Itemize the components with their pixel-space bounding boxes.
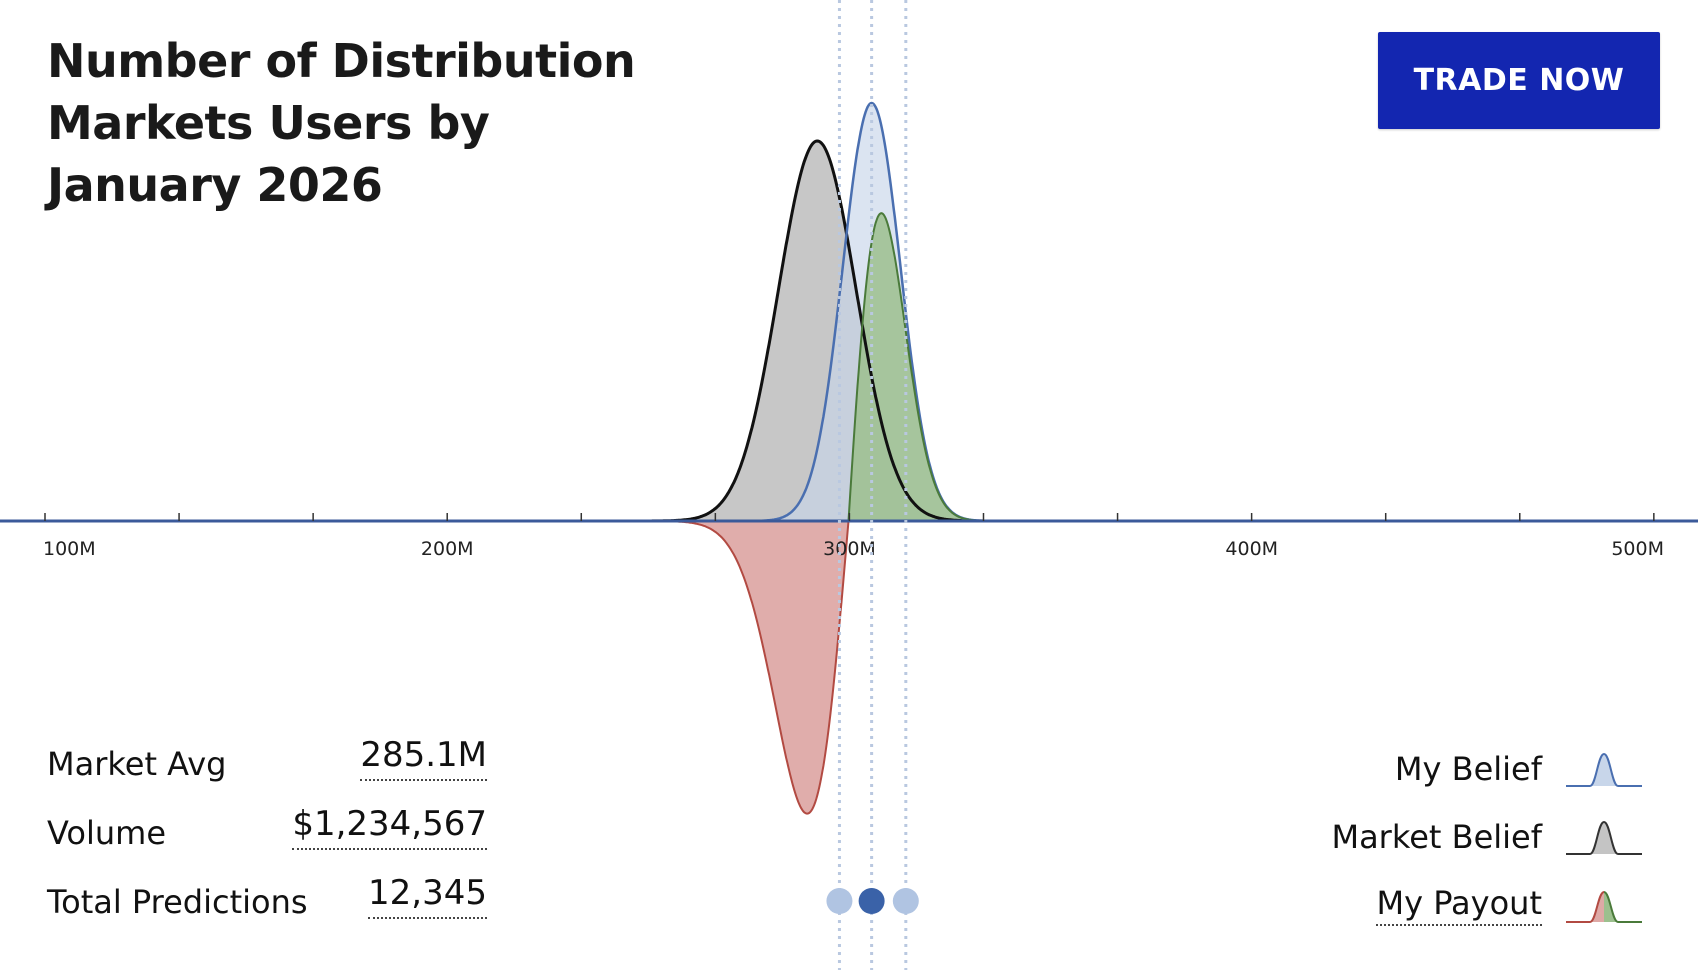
stat-row-total-predictions: Total Predictions 12,345 bbox=[47, 873, 487, 942]
trade-now-button[interactable]: TRADE NOW bbox=[1378, 32, 1660, 129]
legend-label: My Belief bbox=[1394, 750, 1542, 788]
active-handle-dot bbox=[858, 888, 885, 914]
stat-label: Total Predictions bbox=[47, 883, 308, 921]
chart-title: Number of Distribution Markets Users by … bbox=[47, 34, 636, 212]
payout-positive-fill bbox=[848, 213, 1091, 521]
x-tick-label: 100M bbox=[43, 538, 96, 560]
stat-row-market-avg: Market Avg 285.1M bbox=[47, 735, 487, 804]
chart-legend: My Belief Market Belief My Payout bbox=[1224, 735, 1644, 939]
curve-fills bbox=[608, 103, 1091, 814]
belief-handles bbox=[826, 0, 919, 970]
payout-negative-fill bbox=[608, 521, 849, 814]
x-tick-label: 400M bbox=[1225, 538, 1278, 560]
x-tick-label: 200M bbox=[421, 538, 474, 560]
x-tick-label: 300M bbox=[823, 538, 876, 560]
handle-dot bbox=[826, 888, 853, 914]
market-stats: Market Avg 285.1M Volume $1,234,567 Tota… bbox=[47, 735, 487, 942]
total-predictions-value[interactable]: 12,345 bbox=[368, 873, 487, 919]
my-belief-curve-icon bbox=[1566, 752, 1642, 787]
legend-item-market-belief[interactable]: Market Belief bbox=[1224, 803, 1644, 871]
stat-label: Volume bbox=[47, 814, 167, 852]
legend-label: Market Belief bbox=[1331, 818, 1542, 856]
market-belief-curve-icon bbox=[1566, 820, 1642, 855]
legend-item-my-belief[interactable]: My Belief bbox=[1224, 735, 1644, 803]
legend-item-my-payout[interactable]: My Payout bbox=[1224, 871, 1644, 939]
my-belief-fill bbox=[608, 103, 1091, 521]
stat-row-volume: Volume $1,234,567 bbox=[47, 804, 487, 873]
x-axis: 100M 200M 300M 400M 500M bbox=[0, 513, 1698, 560]
market-avg-value[interactable]: 285.1M bbox=[360, 735, 487, 781]
my-payout-curve-icon bbox=[1566, 891, 1642, 923]
volume-value[interactable]: $1,234,567 bbox=[292, 804, 487, 850]
x-tick-label: 500M bbox=[1611, 538, 1664, 560]
payout-negative-line bbox=[668, 520, 850, 815]
stat-label: Market Avg bbox=[47, 745, 227, 783]
handle-dot bbox=[892, 888, 919, 914]
legend-label: My Payout bbox=[1376, 884, 1542, 926]
